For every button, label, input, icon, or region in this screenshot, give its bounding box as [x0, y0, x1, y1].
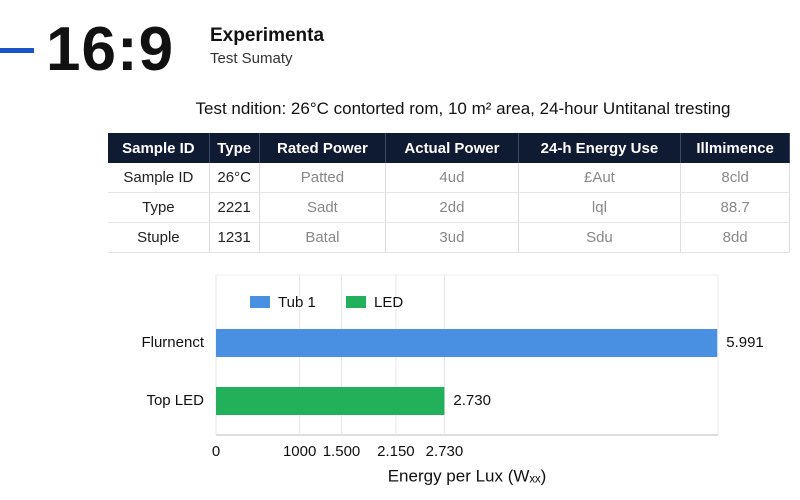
table-row: Stuple 1231 Batal 3ud Sdu 8dd	[108, 222, 790, 253]
legend-swatch	[346, 296, 366, 308]
x-tick-label: 1000	[283, 443, 316, 460]
title: Experimenta	[210, 25, 325, 46]
column-header: Type	[209, 133, 260, 163]
table-cell: Stuple	[108, 222, 210, 253]
table-cell: 4ud	[385, 163, 519, 193]
x-tick-label: 2.730	[426, 443, 464, 460]
column-header: Rated Power	[259, 133, 387, 163]
legend-swatch	[250, 296, 270, 308]
table-cell: 2221	[209, 192, 260, 223]
legend-label: LED	[374, 294, 403, 311]
x-tick-label: 1.500	[323, 443, 361, 460]
table-cell: Type	[108, 192, 210, 223]
x-axis-title: Energy per Lux (Wₓₓ)	[388, 466, 547, 485]
table-cell: Batal	[259, 222, 387, 253]
subtitle: Test Sumaty	[210, 50, 293, 67]
table-cell: 1231	[209, 222, 260, 253]
column-header: 24-h Energy Use	[518, 133, 682, 163]
column-header: Actual Power	[385, 133, 519, 163]
bar	[216, 329, 718, 357]
column-header: Illmimence	[680, 133, 790, 163]
y-tick-label: Flurnenct	[141, 334, 204, 351]
bar	[216, 387, 445, 415]
table-cell: Sample ID	[108, 163, 210, 193]
table-cell: 8dd	[680, 222, 790, 253]
table-cell: 8cld	[680, 163, 790, 193]
table-row: Type 2221 Sadt 2dd lql 88.7	[108, 192, 790, 223]
test-note: Test ndition: 26°C contorted rom, 10 m² …	[195, 99, 731, 118]
ratio-heading: 16:9	[46, 15, 175, 84]
table-cell: 88.7	[680, 192, 790, 223]
table-cell: lql	[518, 192, 682, 223]
table-cell: 3ud	[385, 222, 519, 253]
table-cell: 2dd	[385, 192, 519, 223]
table-row: Sample ID 26°C Patted 4ud £Aut 8cld	[108, 163, 790, 193]
column-header: Sample ID	[108, 133, 210, 163]
value-label: 5.991	[726, 334, 764, 351]
table-cell: Patted	[259, 163, 387, 193]
accent-bar	[0, 48, 34, 53]
table-cell: 26°C	[209, 163, 260, 193]
x-tick-label: 2.150	[377, 443, 415, 460]
table-cell: Sdu	[518, 222, 682, 253]
table-cell: £Aut	[518, 163, 682, 193]
table-cell: Sadt	[259, 192, 387, 223]
results-table: Sample ID Type Rated Power Actual Power 24-h…	[108, 133, 790, 253]
y-tick-label: Top LED	[146, 392, 204, 409]
x-tick-label: 0	[212, 443, 220, 460]
value-label: 2.730	[453, 392, 491, 409]
legend-label: Tub 1	[278, 294, 316, 311]
